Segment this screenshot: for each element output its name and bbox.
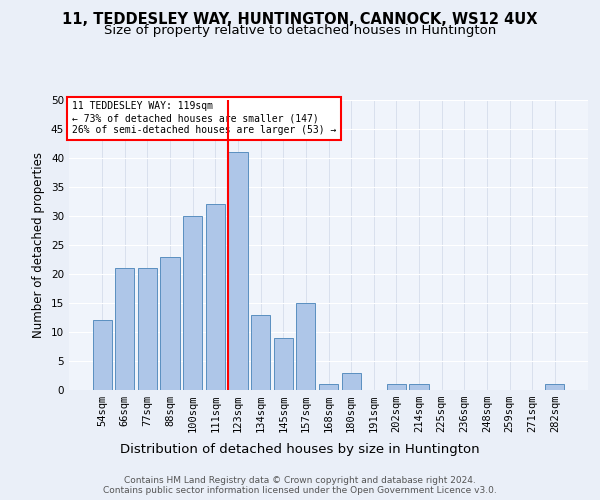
- Bar: [92, 320, 112, 390]
- Bar: [341, 372, 361, 390]
- Text: Contains public sector information licensed under the Open Government Licence v3: Contains public sector information licen…: [103, 486, 497, 495]
- Bar: [319, 384, 338, 390]
- Text: Size of property relative to detached houses in Huntington: Size of property relative to detached ho…: [104, 24, 496, 37]
- Bar: [296, 303, 316, 390]
- Bar: [115, 268, 134, 390]
- Bar: [138, 268, 157, 390]
- Bar: [206, 204, 225, 390]
- Bar: [229, 152, 248, 390]
- Bar: [160, 256, 180, 390]
- Y-axis label: Number of detached properties: Number of detached properties: [32, 152, 46, 338]
- Bar: [274, 338, 293, 390]
- Bar: [545, 384, 565, 390]
- Text: 11, TEDDESLEY WAY, HUNTINGTON, CANNOCK, WS12 4UX: 11, TEDDESLEY WAY, HUNTINGTON, CANNOCK, …: [62, 12, 538, 28]
- Text: Contains HM Land Registry data © Crown copyright and database right 2024.: Contains HM Land Registry data © Crown c…: [124, 476, 476, 485]
- Text: 11 TEDDESLEY WAY: 119sqm
← 73% of detached houses are smaller (147)
26% of semi-: 11 TEDDESLEY WAY: 119sqm ← 73% of detach…: [71, 102, 336, 134]
- Bar: [409, 384, 428, 390]
- Bar: [183, 216, 202, 390]
- Bar: [251, 314, 270, 390]
- Bar: [387, 384, 406, 390]
- Text: Distribution of detached houses by size in Huntington: Distribution of detached houses by size …: [120, 442, 480, 456]
